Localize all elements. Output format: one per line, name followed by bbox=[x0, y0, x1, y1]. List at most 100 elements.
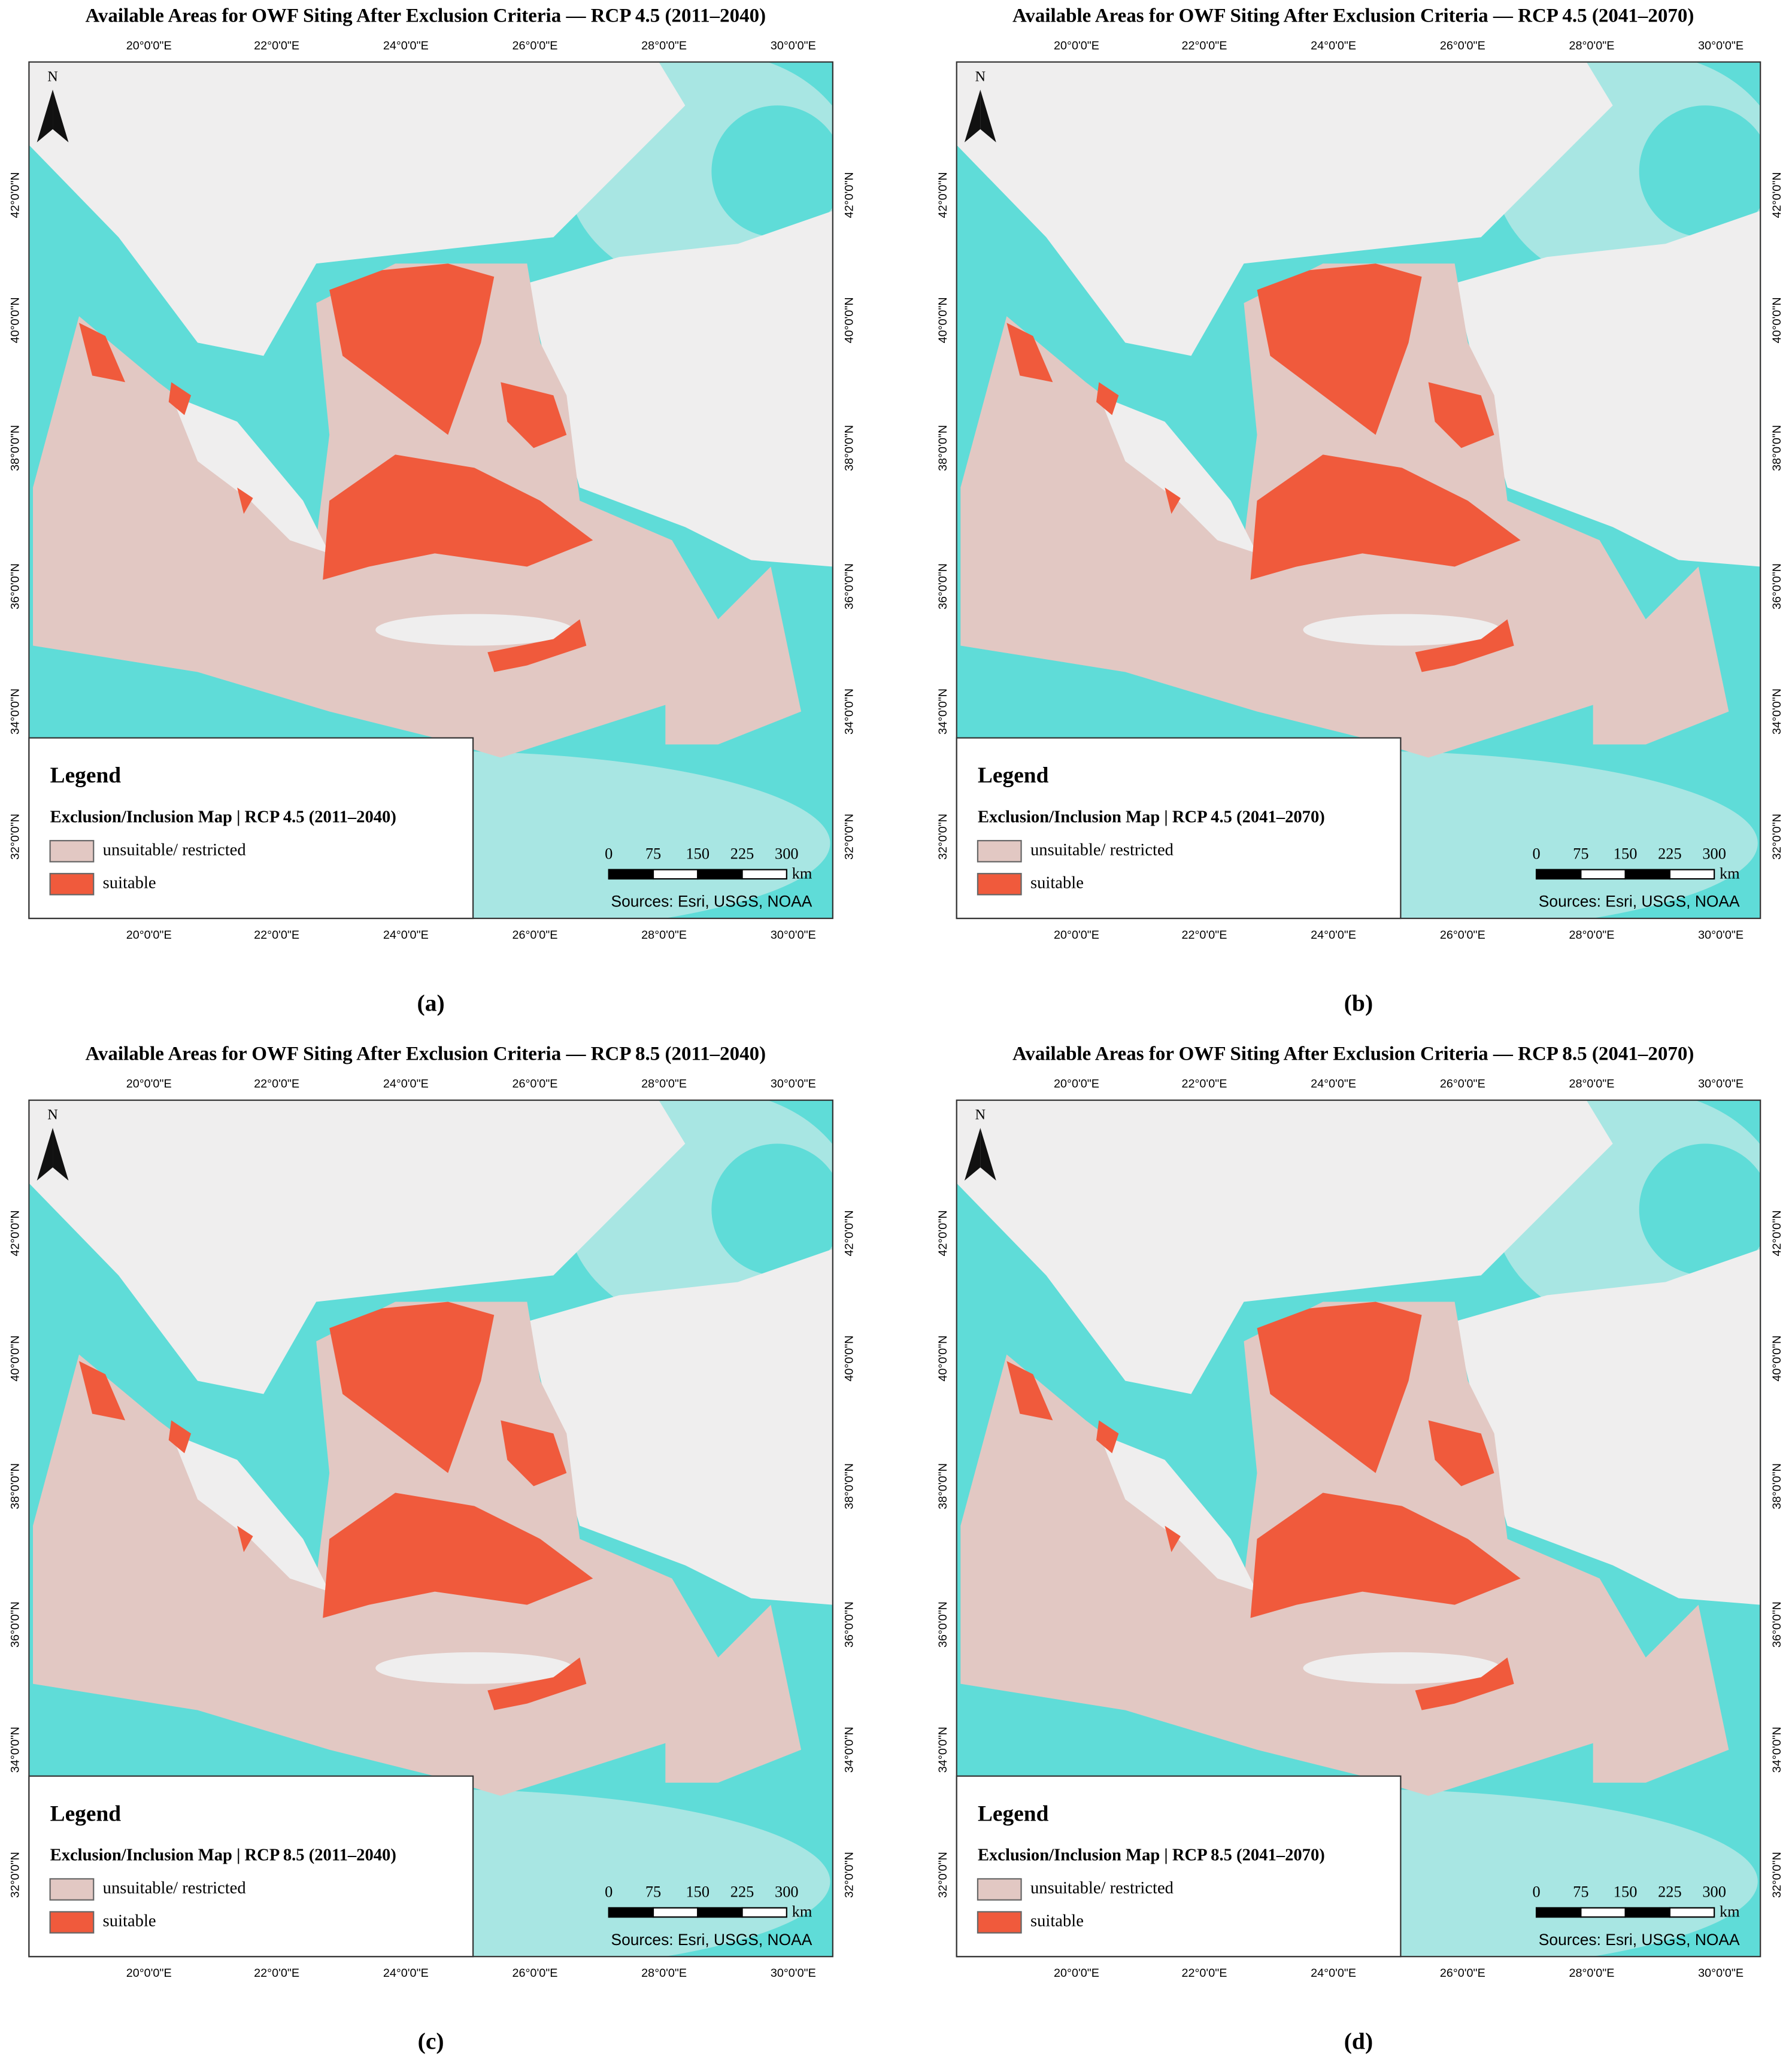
suitable-area bbox=[1257, 263, 1422, 435]
lon-label: 22°0'0"E bbox=[1181, 39, 1227, 52]
deep-sea bbox=[1639, 1143, 1761, 1276]
lat-label: 42°0'0"N bbox=[9, 172, 22, 218]
legend-title: Exclusion/Inclusion Map | RCP 4.5 (2041–… bbox=[978, 808, 1325, 826]
north-arrow bbox=[37, 89, 53, 142]
lon-label: 22°0'0"E bbox=[254, 929, 299, 942]
suitable-area bbox=[1415, 619, 1514, 672]
land bbox=[956, 1100, 1613, 1394]
legend-swatch bbox=[977, 840, 1022, 863]
lon-label: 24°0'0"E bbox=[383, 1967, 429, 1980]
lat-label: 42°0'0"N bbox=[1770, 172, 1784, 218]
legend-box bbox=[28, 737, 474, 920]
scale-segment bbox=[697, 1907, 743, 1918]
lon-label: 20°0'0"E bbox=[1054, 929, 1099, 942]
lon-label: 22°0'0"E bbox=[254, 1078, 299, 1091]
sources: Sources: Esri, USGS, NOAA bbox=[1539, 1931, 1740, 1949]
legend-title: Exclusion/Inclusion Map | RCP 8.5 (2011–… bbox=[50, 1846, 396, 1865]
scale-label: 75 bbox=[1573, 844, 1588, 862]
legend-label: suitable bbox=[103, 873, 156, 892]
legend-heading: Legend bbox=[978, 1801, 1049, 1826]
scale-segment bbox=[1624, 869, 1670, 880]
map-panel: Available Areas for OWF Siting After Exc… bbox=[9, 5, 856, 1016]
lon-label: 20°0'0"E bbox=[126, 1078, 172, 1091]
suitable-area bbox=[487, 619, 587, 672]
scale-label: 300 bbox=[775, 844, 799, 862]
lon-label: 28°0'0"E bbox=[641, 1078, 687, 1091]
scale-segment bbox=[608, 869, 654, 880]
suitable-area bbox=[1415, 1657, 1514, 1710]
lat-label: 42°0'0"N bbox=[9, 1210, 22, 1256]
lat-label: 36°0'0"N bbox=[1770, 1601, 1784, 1648]
lat-label: 38°0'0"N bbox=[843, 425, 856, 471]
lat-label: 40°0'0"N bbox=[1770, 1336, 1784, 1382]
lat-label: 40°0'0"N bbox=[1770, 297, 1784, 343]
lon-label: 30°0'0"E bbox=[771, 1967, 816, 1980]
scale-unit: km bbox=[1720, 1903, 1740, 1921]
lat-label: 32°0'0"N bbox=[936, 814, 950, 860]
land bbox=[1099, 395, 1257, 554]
deep-sea bbox=[711, 105, 833, 238]
scale-label: 0 bbox=[1532, 844, 1540, 862]
north-arrow bbox=[53, 89, 69, 142]
lon-label: 26°0'0"E bbox=[513, 1967, 558, 1980]
lat-label: 40°0'0"N bbox=[936, 1336, 950, 1382]
north-label: N bbox=[47, 69, 57, 85]
lon-label: 28°0'0"E bbox=[1569, 1078, 1615, 1091]
lat-label: 34°0'0"N bbox=[936, 688, 950, 735]
suitable-area bbox=[329, 263, 495, 435]
legend-label: unsuitable/ restricted bbox=[1030, 841, 1174, 859]
legend-label: suitable bbox=[103, 1912, 156, 1931]
scale-label: 225 bbox=[1658, 1883, 1682, 1901]
scale-label: 150 bbox=[1614, 844, 1638, 862]
scale-label: 75 bbox=[1573, 1883, 1588, 1901]
scale-unit: km bbox=[792, 1903, 812, 1921]
island bbox=[1303, 1652, 1501, 1684]
legend-label: unsuitable/ restricted bbox=[103, 841, 246, 859]
scale-segment bbox=[652, 1907, 699, 1918]
lat-label: 38°0'0"N bbox=[1770, 1463, 1784, 1509]
lon-label: 30°0'0"E bbox=[1698, 929, 1744, 942]
scale-label: 0 bbox=[605, 844, 613, 862]
legend-swatch bbox=[49, 1878, 95, 1901]
scale-label: 75 bbox=[645, 844, 661, 862]
map-title: Available Areas for OWF Siting After Exc… bbox=[86, 5, 766, 26]
legend-swatch bbox=[49, 873, 95, 896]
suitable-area bbox=[1250, 454, 1521, 580]
lat-label: 40°0'0"N bbox=[843, 1336, 856, 1382]
suitable-area bbox=[1165, 487, 1181, 514]
sources: Sources: Esri, USGS, NOAA bbox=[611, 1931, 812, 1949]
scale-segment bbox=[1624, 1907, 1670, 1918]
lon-label: 26°0'0"E bbox=[1440, 1078, 1485, 1091]
scale-label: 0 bbox=[605, 1883, 613, 1901]
scale-label: 225 bbox=[1658, 844, 1682, 862]
map-panel: Available Areas for OWF Siting After Exc… bbox=[936, 5, 1784, 1016]
lat-label: 32°0'0"N bbox=[1770, 1852, 1784, 1898]
lon-label: 26°0'0"E bbox=[513, 929, 558, 942]
lat-label: 42°0'0"N bbox=[936, 172, 950, 218]
panel-caption: (c) bbox=[418, 2028, 444, 2055]
scale-segment bbox=[1669, 869, 1715, 880]
lat-label: 36°0'0"N bbox=[843, 1601, 856, 1648]
lat-label: 42°0'0"N bbox=[1770, 1210, 1784, 1256]
island bbox=[1303, 614, 1501, 646]
scale-segment bbox=[608, 1907, 654, 1918]
legend-box bbox=[956, 1775, 1402, 1958]
panel-caption: (a) bbox=[417, 990, 445, 1016]
legend-swatch bbox=[977, 1878, 1022, 1901]
lon-label: 28°0'0"E bbox=[1569, 39, 1615, 52]
lon-label: 20°0'0"E bbox=[126, 1967, 172, 1980]
deep-sea bbox=[711, 1143, 833, 1276]
lat-label: 38°0'0"N bbox=[936, 1463, 950, 1509]
legend-label: suitable bbox=[1030, 1912, 1084, 1931]
lat-label: 38°0'0"N bbox=[936, 425, 950, 471]
legend-label: unsuitable/ restricted bbox=[103, 1879, 246, 1898]
map-body bbox=[956, 62, 1761, 919]
lon-label: 20°0'0"E bbox=[1054, 39, 1099, 52]
lon-label: 26°0'0"E bbox=[1440, 39, 1485, 52]
map-panel: Available Areas for OWF Siting After Exc… bbox=[936, 1043, 1784, 2054]
lon-label: 20°0'0"E bbox=[1054, 1967, 1099, 1980]
lat-label: 36°0'0"N bbox=[9, 1601, 22, 1648]
scale-label: 225 bbox=[730, 1883, 754, 1901]
lon-label: 22°0'0"E bbox=[1181, 1078, 1227, 1091]
